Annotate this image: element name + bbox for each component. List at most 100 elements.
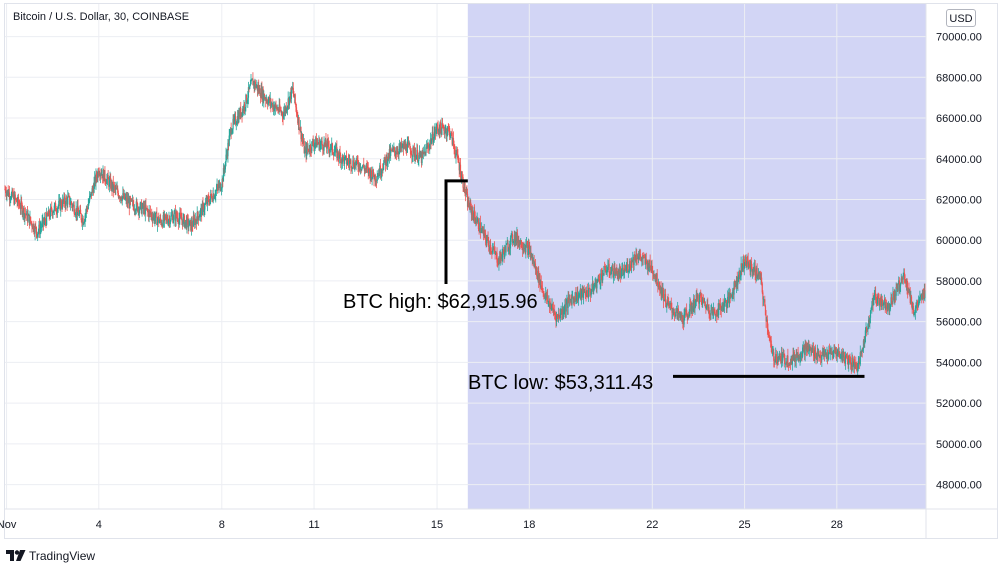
candle-body <box>794 357 797 362</box>
candle <box>545 291 547 304</box>
candle <box>53 210 55 213</box>
candle-body <box>405 143 407 152</box>
candle-body <box>629 261 631 267</box>
candle <box>915 302 917 309</box>
candle-body <box>586 290 588 297</box>
candle <box>251 78 253 81</box>
candle <box>327 134 329 147</box>
candle-body <box>785 361 788 365</box>
candle <box>356 155 358 165</box>
candle-body <box>374 174 376 182</box>
candle-body <box>227 142 230 146</box>
candle-body <box>69 196 71 205</box>
candle <box>882 300 884 311</box>
candle <box>695 299 697 308</box>
candle-body <box>727 296 729 304</box>
candle-body <box>445 129 448 136</box>
candle-body <box>706 304 708 307</box>
candle-body <box>510 234 512 239</box>
candle <box>79 204 82 214</box>
footer-brand[interactable]: TradingView <box>6 546 95 566</box>
candle-body <box>768 335 770 337</box>
candle-body <box>608 263 610 273</box>
candle-body <box>270 99 272 106</box>
candle <box>208 195 210 206</box>
candle-body <box>668 302 670 305</box>
candle-body <box>643 255 645 258</box>
candle <box>906 278 908 295</box>
candle-body <box>474 216 476 223</box>
candle-body <box>884 298 886 304</box>
candle-body <box>140 202 142 204</box>
candle <box>100 169 102 180</box>
candle <box>547 288 549 305</box>
candle-body <box>810 347 813 353</box>
candle-body <box>765 315 767 322</box>
candle-body <box>638 256 640 260</box>
candle <box>375 176 378 189</box>
candle-body <box>251 78 253 80</box>
candle-body <box>683 313 685 325</box>
candle <box>873 289 875 301</box>
candle-body <box>721 306 723 311</box>
candle-body <box>764 299 766 307</box>
candle <box>603 265 605 277</box>
candle <box>559 314 561 321</box>
candle-body <box>857 368 859 372</box>
candle <box>473 204 476 224</box>
candle-body <box>132 200 134 206</box>
candle <box>145 198 147 210</box>
candle <box>794 354 797 367</box>
candle <box>757 274 759 281</box>
candle <box>802 344 804 359</box>
currency-button[interactable]: USD <box>946 9 976 27</box>
candle <box>377 169 380 180</box>
candle-body <box>652 273 654 277</box>
candle-body <box>466 193 469 207</box>
candle-body <box>410 154 412 156</box>
candle <box>836 349 838 363</box>
candle <box>734 279 736 290</box>
candle <box>399 142 401 153</box>
candle <box>194 214 196 229</box>
candle <box>864 327 866 343</box>
candle-body <box>574 292 576 303</box>
candle-body <box>229 131 231 136</box>
candle-body <box>318 139 321 150</box>
candle <box>126 192 128 207</box>
candle-body <box>253 81 255 87</box>
candle-body <box>54 203 56 206</box>
candle <box>14 191 16 206</box>
candle-body <box>522 248 524 251</box>
candle-body <box>232 118 234 130</box>
candle-body <box>524 248 526 253</box>
candle <box>880 293 883 311</box>
candle <box>418 152 420 167</box>
candle <box>535 266 537 275</box>
candle <box>285 102 287 114</box>
candle <box>103 170 105 182</box>
candle <box>345 155 347 161</box>
candle <box>283 106 285 120</box>
candle-body <box>134 209 136 212</box>
candle <box>815 352 817 365</box>
candle <box>887 302 889 315</box>
candle-body <box>203 204 205 213</box>
candle <box>24 212 26 225</box>
candle-body <box>384 159 387 166</box>
candle <box>294 93 296 105</box>
candle-body <box>661 288 663 297</box>
candle <box>668 301 670 309</box>
candle-body <box>904 279 906 283</box>
candle <box>443 126 446 139</box>
candle <box>687 311 690 320</box>
candle-body <box>741 263 743 270</box>
candle <box>280 106 282 116</box>
candle-body <box>632 257 635 265</box>
candle <box>190 216 193 236</box>
candle-body <box>368 168 370 174</box>
candle <box>646 259 649 275</box>
y-tick-label: 58000.00 <box>936 276 982 288</box>
candle-body <box>552 304 554 308</box>
